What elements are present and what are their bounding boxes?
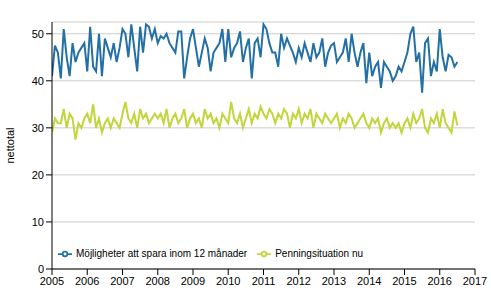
svg-text:2014: 2014 bbox=[357, 275, 381, 287]
svg-text:0: 0 bbox=[38, 263, 44, 275]
svg-text:2006: 2006 bbox=[75, 275, 99, 287]
svg-text:2013: 2013 bbox=[322, 275, 346, 287]
svg-text:2012: 2012 bbox=[287, 275, 311, 287]
svg-text:2008: 2008 bbox=[146, 275, 170, 287]
svg-text:2015: 2015 bbox=[392, 275, 416, 287]
html-text:Penningsituation nu: Penningsituation nu bbox=[275, 247, 364, 259]
svg-text:2011: 2011 bbox=[252, 275, 276, 287]
svg-text:2010: 2010 bbox=[216, 275, 240, 287]
svg-text:50: 50 bbox=[32, 28, 44, 40]
svg-text:2017: 2017 bbox=[463, 275, 483, 287]
svg-text:2007: 2007 bbox=[110, 275, 134, 287]
svg-text:30: 30 bbox=[32, 122, 44, 134]
svg-text:2016: 2016 bbox=[428, 275, 452, 287]
svg-text:2005: 2005 bbox=[40, 275, 64, 287]
svg-text:2009: 2009 bbox=[181, 275, 205, 287]
svg-text:10: 10 bbox=[32, 216, 44, 228]
svg-text:20: 20 bbox=[32, 169, 44, 181]
html-text:Möjligheter att spara inom 12: Möjligheter att spara inom 12 månader bbox=[76, 247, 248, 259]
svg-text:nettotal: nettotal bbox=[8, 127, 16, 163]
svg-text:40: 40 bbox=[32, 75, 44, 87]
